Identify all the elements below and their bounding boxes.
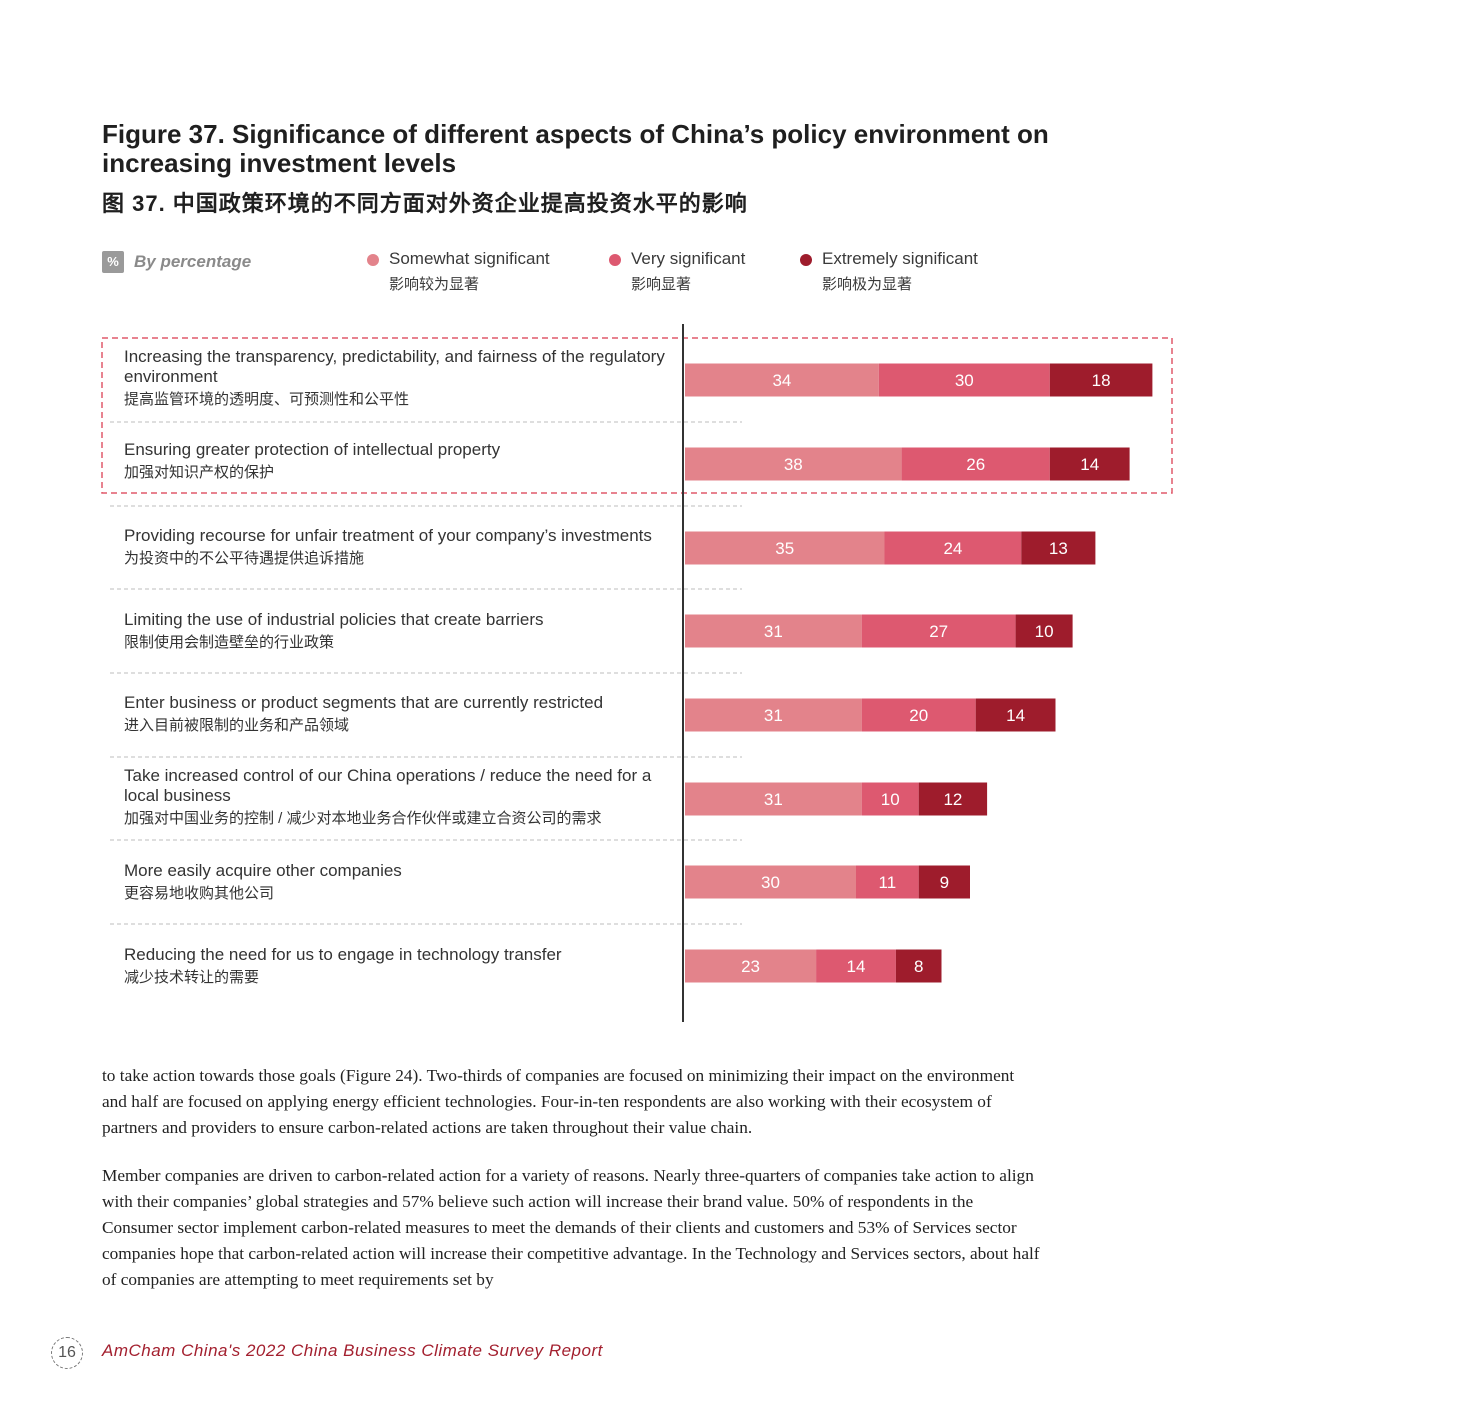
- figure-title: Figure 37. Significance of different asp…: [102, 119, 1049, 178]
- data-label: 10: [1035, 622, 1054, 641]
- bar-segment: [861, 614, 1016, 648]
- category-label-cn: 为投资中的不公平待遇提供追诉措施: [124, 550, 365, 567]
- data-label: 31: [764, 622, 783, 641]
- data-label: 12: [943, 790, 962, 809]
- body-paragraph: to take action towards those goals (Figu…: [102, 1066, 1015, 1137]
- category-label-cn: 更容易地收购其他公司: [124, 885, 275, 902]
- category-label-en: Limiting the use of industrial policies …: [124, 610, 544, 629]
- data-label: 34: [772, 371, 791, 390]
- legend-label: Extremely significant: [822, 249, 978, 268]
- data-label: 13: [1049, 539, 1068, 558]
- category-label: Ensuring greater protection of intellect…: [124, 440, 669, 484]
- bar-segment: [685, 949, 817, 983]
- category-label: Enter business or product segments that …: [124, 693, 669, 737]
- category-label-en: Take increased control of our China oper…: [124, 766, 652, 805]
- data-label: 24: [943, 539, 962, 558]
- data-label: 14: [1006, 706, 1025, 725]
- bar-segment: [685, 698, 862, 732]
- legend-dot-icon: [609, 254, 621, 266]
- category-label: Providing recourse for unfair treatment …: [124, 526, 669, 570]
- category-label-cn: 进入目前被限制的业务和产品领域: [124, 717, 350, 734]
- data-label: 10: [881, 790, 900, 809]
- bar-segment: [861, 698, 976, 732]
- bar-segment: [685, 447, 902, 481]
- bar-segment: [895, 949, 942, 983]
- bar-segment: [975, 698, 1056, 732]
- bar-segment: [918, 865, 970, 899]
- bar-segment: [918, 782, 988, 816]
- data-label: 27: [929, 622, 948, 641]
- category-label-en: Ensuring greater protection of intellect…: [124, 440, 501, 459]
- footer-report-title: AmCham China's 2022 China Business Clima…: [102, 1341, 603, 1360]
- category-label-cn: 限制使用会制造壁垒的行业政策: [124, 634, 335, 651]
- bar-segment: [901, 447, 1050, 481]
- data-label: 31: [764, 790, 783, 809]
- category-label: More easily acquire other companies 更容易地…: [124, 861, 669, 905]
- chart: 34 30 18 38 26 14 35 24 13 31 27 10 31 20 14 31 10 12 30 11…: [101, 324, 1173, 1022]
- legend-label-cn: 影响显著: [631, 276, 692, 293]
- data-label: 23: [741, 957, 760, 976]
- bar-segment: [861, 782, 919, 816]
- data-label: 35: [775, 539, 794, 558]
- data-label: 26: [966, 455, 985, 474]
- bar-segment: [685, 865, 856, 899]
- legend-label: Somewhat significant: [389, 249, 550, 268]
- data-label: 14: [847, 957, 866, 976]
- category-label: Reducing the need for us to engage in te…: [124, 945, 669, 989]
- data-label: 30: [955, 371, 974, 390]
- category-label-cn: 提高监管环境的透明度、可预测性和公平性: [124, 391, 410, 408]
- category-label: Limiting the use of industrial policies …: [124, 610, 669, 654]
- category-label-en: Reducing the need for us to engage in te…: [124, 945, 562, 964]
- data-label: 11: [879, 873, 897, 892]
- data-label: 14: [1080, 455, 1099, 474]
- data-label: 8: [914, 957, 923, 976]
- category-label-en: More easily acquire other companies: [124, 861, 402, 880]
- category-label-cn: 减少技术转让的需要: [124, 969, 260, 986]
- data-label: 30: [761, 873, 780, 892]
- bar-segment: [1021, 531, 1096, 565]
- category-label-en: Enter business or product segments that …: [124, 693, 604, 712]
- legend-dot-icon: [367, 254, 379, 266]
- category-label-cn: 加强对中国业务的控制 / 减少对本地业务合作伙伴或建立合资公司的需求: [124, 810, 602, 827]
- bar-segment: [685, 614, 862, 648]
- bar-segment: [878, 363, 1050, 397]
- bar-segment: [685, 782, 862, 816]
- bar-segment: [816, 949, 896, 983]
- unit-label: By percentage: [134, 252, 252, 271]
- data-label: 9: [940, 873, 949, 892]
- data-label: 31: [764, 706, 783, 725]
- category-label: Take increased control of our China oper…: [124, 766, 669, 830]
- category-label-en: Increasing the transparency, predictabil…: [124, 347, 665, 386]
- bar-segment: [685, 363, 879, 397]
- legend-label-cn: 影响极为显著: [822, 276, 913, 293]
- bar-segment: [1049, 363, 1153, 397]
- data-label: 38: [784, 455, 803, 474]
- highlight-box: [101, 337, 1173, 494]
- category-label: Increasing the transparency, predictabil…: [124, 347, 669, 411]
- figure-title-cn: 图 37. 中国政策环境的不同方面对外资企业提高投资水平的影响: [102, 191, 748, 216]
- bar-segment: [856, 865, 919, 899]
- bar-segment: [1049, 447, 1130, 481]
- data-label: 20: [909, 706, 928, 725]
- legend-label-cn: 影响较为显著: [389, 276, 480, 293]
- category-label-en: Providing recourse for unfair treatment …: [124, 526, 652, 545]
- percent-icon: %: [102, 251, 124, 273]
- legend-dot-icon: [800, 254, 812, 266]
- category-label-cn: 加强对知识产权的保护: [124, 464, 275, 481]
- bar-segment: [884, 531, 1022, 565]
- legend-label: Very significant: [631, 249, 746, 268]
- body-paragraph: Member companies are driven to carbon-re…: [102, 1166, 1040, 1289]
- bar-segment: [1015, 614, 1073, 648]
- page-number: 16: [51, 1337, 83, 1369]
- data-label: 18: [1092, 371, 1111, 390]
- bar-segment: [685, 531, 885, 565]
